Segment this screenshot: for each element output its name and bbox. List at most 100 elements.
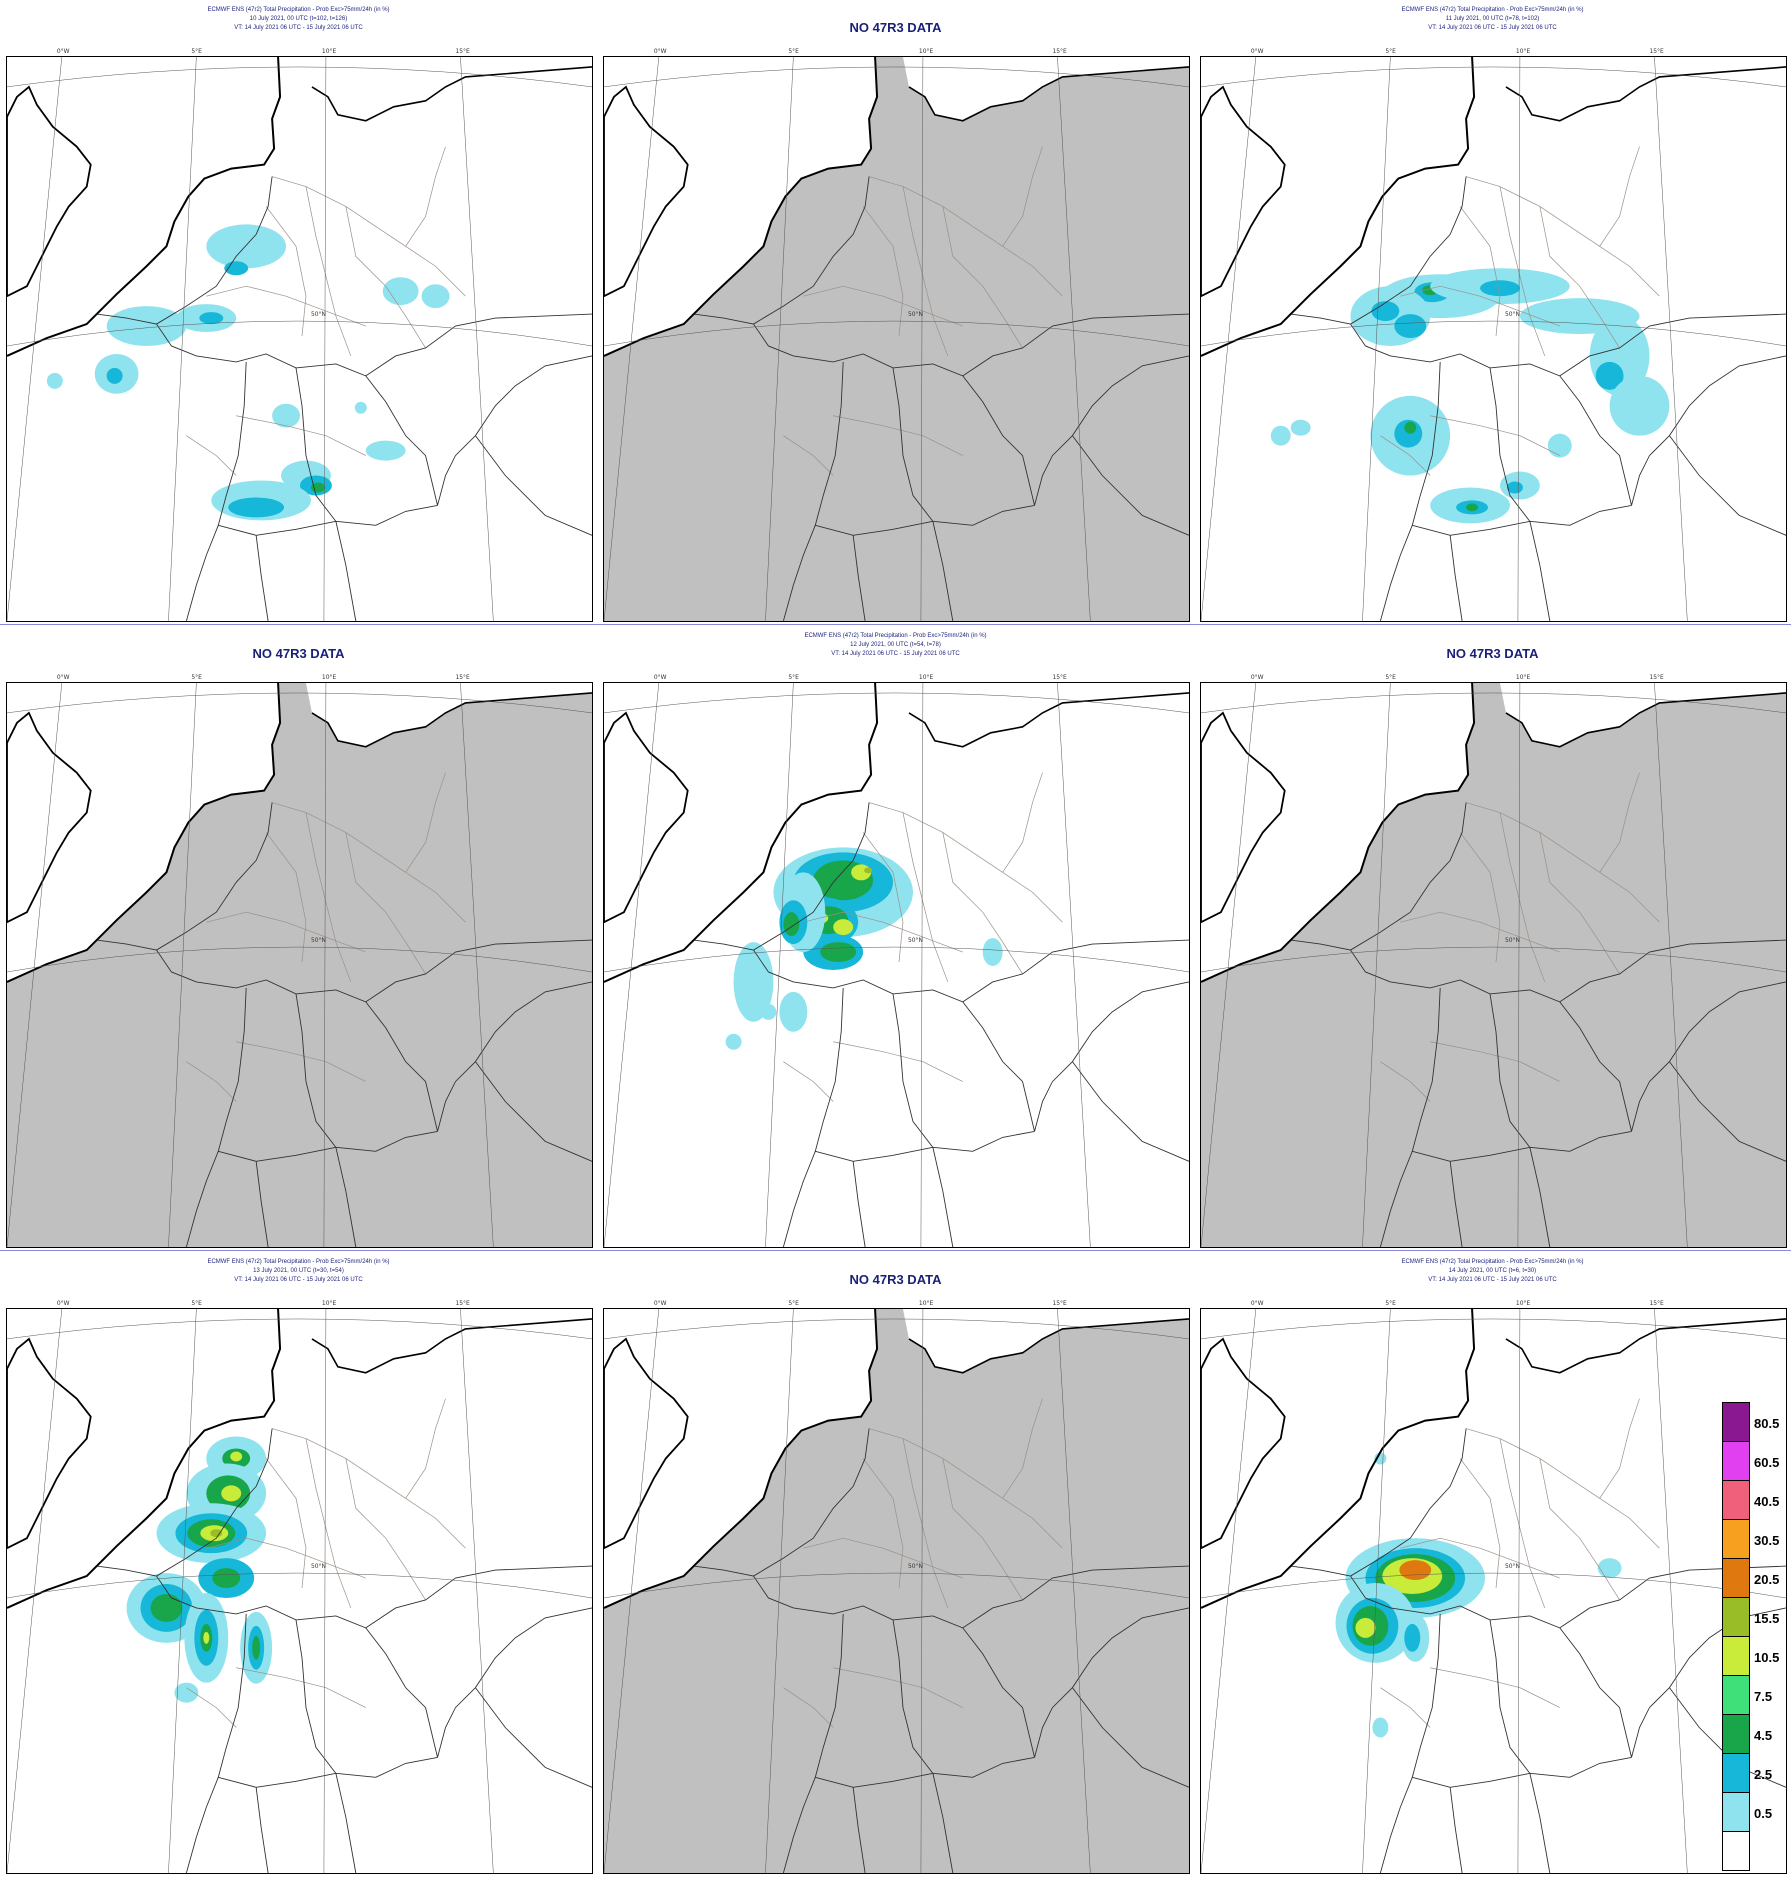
meridian-line: [765, 682, 794, 1248]
lon-label: 15°E: [1649, 674, 1664, 681]
probability-contour: [210, 1529, 223, 1538]
country-border: [753, 802, 870, 951]
country-border: [1669, 435, 1787, 536]
land-area: [1201, 683, 1786, 1247]
parallel-line: [1200, 320, 1787, 347]
state-border: [1539, 832, 1620, 975]
country-border: [1350, 802, 1467, 951]
country-border: [1559, 1001, 1632, 1132]
lat-label: 50°N: [908, 1563, 923, 1570]
country-border: [156, 802, 273, 951]
country-border: [1631, 355, 1787, 506]
coastline: [908, 692, 1190, 748]
meridian-line: [1362, 1308, 1391, 1874]
legend-label: 30.5: [1754, 1533, 1780, 1548]
parallel-line: [603, 1572, 1190, 1599]
state-border: [1599, 146, 1640, 247]
parallel-line: [6, 1572, 593, 1599]
probability-contour: [354, 401, 367, 414]
probability-contour: [203, 1631, 210, 1644]
country-border: [1449, 1161, 1463, 1248]
coastline: [6, 1308, 282, 1609]
country-border: [437, 355, 593, 506]
meridian-line: [603, 56, 660, 622]
lon-label: 15°E: [455, 48, 470, 55]
country-border: [962, 1001, 1035, 1132]
parallel-line: [6, 692, 593, 714]
state-border: [265, 832, 307, 963]
country-border: [365, 1001, 438, 1132]
country-border: [295, 1619, 337, 1774]
lon-label: 0°W: [654, 674, 667, 681]
country-border: [1489, 367, 1531, 522]
state-border: [1002, 146, 1043, 247]
probability-contour: [1466, 503, 1479, 512]
legend-label: 0.5: [1754, 1806, 1773, 1821]
coastline: [908, 1318, 1190, 1374]
meridian-line: [603, 1308, 660, 1874]
lon-label: 15°E: [1052, 1300, 1067, 1307]
row-separator: [0, 624, 1791, 625]
parallel-line: [1200, 692, 1787, 714]
state-border: [206, 1537, 366, 1579]
state-border: [803, 911, 963, 953]
country-border: [782, 1151, 816, 1248]
panel-title: ECMWF ENS (47r2) Total Precipitation - P…: [1194, 0, 1791, 56]
lon-label: 15°E: [455, 1300, 470, 1307]
coastline: [603, 56, 879, 357]
country-border: [892, 367, 934, 522]
country-border: [255, 1787, 269, 1874]
map-canvas: 0°W 5°E 10°E 15°E 50°N: [603, 48, 1190, 622]
land-area: [604, 1309, 1189, 1873]
state-border: [305, 812, 352, 983]
state-border: [305, 1438, 352, 1609]
meridian-line: [920, 56, 924, 622]
legend-swatch: [1722, 1792, 1750, 1832]
lon-label: 15°E: [1649, 48, 1664, 55]
meridian-line: [765, 1308, 794, 1874]
probability-contour: [820, 942, 857, 963]
country-border: [335, 1147, 357, 1248]
parallel-line: [1200, 1572, 1787, 1599]
legend-swatch: [1722, 1519, 1750, 1559]
meridian-line: [460, 1308, 494, 1874]
parallel-line: [1200, 66, 1787, 88]
state-border: [833, 1041, 963, 1082]
lon-label: 15°E: [1052, 48, 1067, 55]
forecast-panel-4: NO 47R3 DATA 0°W 5°E 10°E 15°E 50°N: [0, 626, 597, 1252]
state-border: [942, 832, 1023, 975]
state-border: [902, 1438, 949, 1609]
probability-contour: [1404, 1623, 1421, 1652]
state-border: [783, 435, 834, 476]
land-area: [1201, 57, 1786, 621]
uk-coastline: [1200, 1337, 1286, 1550]
country-border: [693, 939, 1190, 1003]
country-border: [1072, 1061, 1190, 1162]
no-data-map: 0°W 5°E 10°E 15°E 50°N: [1200, 674, 1787, 1248]
probability-contour: [382, 277, 419, 306]
meridian-line: [1200, 1308, 1257, 1874]
country-border: [1034, 355, 1190, 506]
probability-contour: [1404, 421, 1417, 434]
country-border: [1072, 435, 1190, 536]
probability-contour: [982, 938, 1003, 966]
country-border: [1379, 1151, 1413, 1248]
country-border: [295, 993, 337, 1148]
uk-coastline: [603, 1337, 689, 1550]
state-border: [1430, 415, 1560, 456]
country-border: [185, 1777, 219, 1874]
probability-contour: [733, 942, 774, 1022]
country-border: [1034, 981, 1190, 1132]
probability-contour: [1372, 1717, 1389, 1738]
legend-swatch: [1722, 1558, 1750, 1598]
state-border: [1459, 832, 1501, 963]
legend-swatch: [1722, 1831, 1750, 1871]
lon-label: 5°E: [788, 1300, 799, 1307]
lon-label: 10°E: [919, 674, 934, 681]
state-border: [345, 206, 426, 349]
meridian-line: [6, 682, 63, 1248]
country-border: [852, 535, 866, 622]
lat-label: 50°N: [311, 311, 326, 318]
lon-label: 0°W: [654, 1300, 667, 1307]
state-border: [1499, 186, 1546, 357]
